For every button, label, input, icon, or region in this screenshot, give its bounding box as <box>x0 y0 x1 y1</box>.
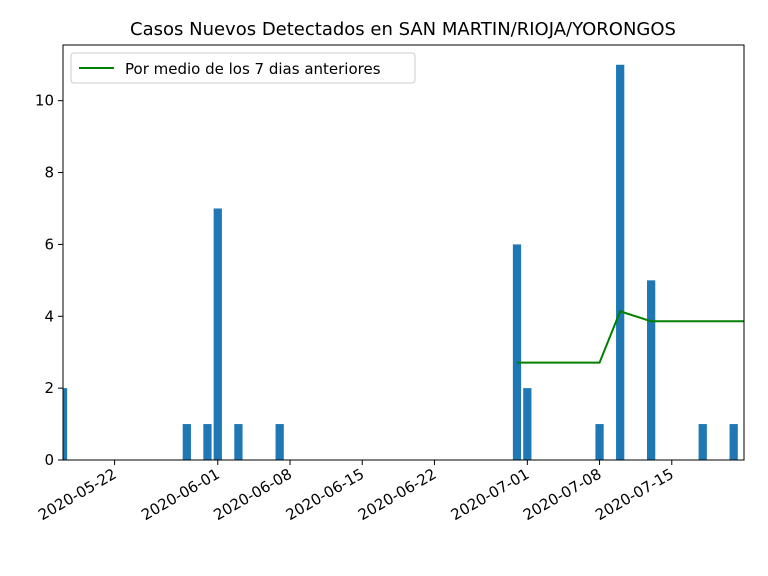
bar <box>647 280 656 460</box>
plot-frame <box>62 44 745 461</box>
x-tick-label: 2020-06-01 <box>138 465 223 524</box>
bar <box>63 388 68 460</box>
x-tick-label: 2020-06-22 <box>355 465 440 524</box>
y-tick-label: 0 <box>44 451 54 469</box>
bar <box>595 424 604 460</box>
series-line <box>517 310 744 364</box>
bar <box>182 424 191 460</box>
y-tick-label: 8 <box>44 164 54 182</box>
legend: Por medio de los 7 dias anteriores <box>70 52 416 84</box>
bar <box>234 424 243 460</box>
legend-label: Por medio de los 7 dias anteriores <box>125 60 381 78</box>
bar <box>523 388 532 460</box>
legend-box <box>70 52 416 84</box>
bar <box>698 424 707 460</box>
bar <box>616 64 625 460</box>
x-tick-label: 2020-06-15 <box>283 465 368 524</box>
x-tick-label: 2020-05-22 <box>35 465 120 524</box>
bar <box>213 208 222 460</box>
x-tick-label: 2020-07-15 <box>592 465 677 524</box>
x-tick-label: 2020-07-08 <box>520 465 605 524</box>
y-tick-label: 2 <box>44 379 54 397</box>
x-tick-label: 2020-06-08 <box>210 465 295 524</box>
y-tick-label: 4 <box>44 307 54 325</box>
y-tick-label: 10 <box>35 92 54 110</box>
bar <box>512 244 522 460</box>
bar <box>275 424 284 460</box>
bars-layer <box>63 64 738 460</box>
bar <box>203 424 212 460</box>
chart-title: Casos Nuevos Detectados en SAN MARTIN/RI… <box>130 19 676 40</box>
y-tick-label: 6 <box>44 235 54 253</box>
line-layer <box>517 310 744 364</box>
bar <box>729 424 738 460</box>
x-tick-label: 2020-07-01 <box>448 465 533 524</box>
